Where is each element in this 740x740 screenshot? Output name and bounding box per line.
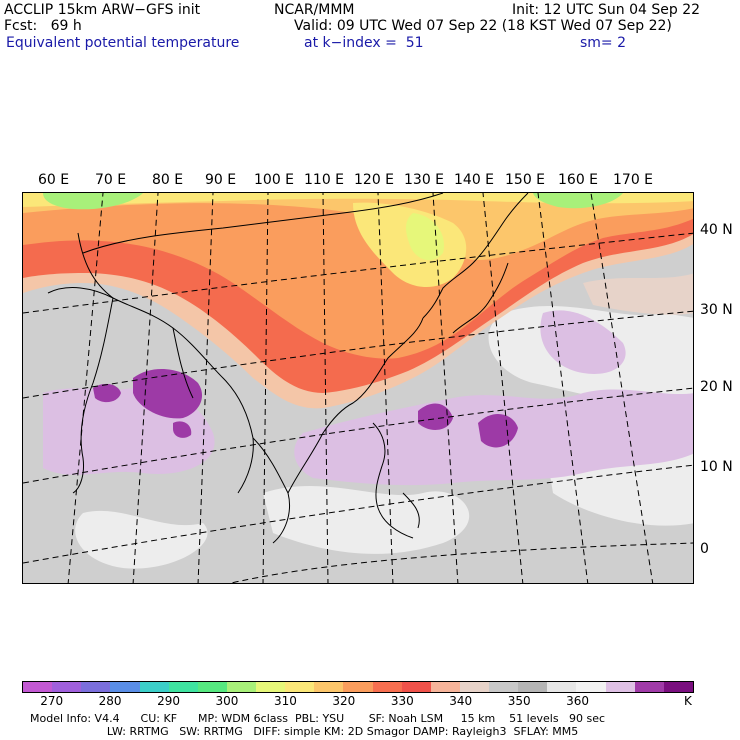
colorbar-swatch [314, 682, 344, 692]
colorbar-swatch [605, 682, 635, 692]
colorbar-tick-label: 330 [390, 694, 414, 708]
colorbar-swatch [23, 682, 53, 692]
lon-label: 170 E [613, 172, 654, 188]
lon-label: 90 E [205, 172, 237, 188]
coastlines [47, 193, 529, 544]
field-name: Equivalent potential temperature [6, 35, 240, 51]
init-time: Init: 12 UTC Sun 04 Sep 22 [512, 2, 701, 18]
theta-e-map [22, 192, 694, 584]
smoothing-info: sm= 2 [580, 35, 627, 51]
colorbar-swatch [285, 682, 315, 692]
lon-label: 100 E [254, 172, 295, 188]
colorbar-swatch [401, 682, 431, 692]
lat-label: 40 N [700, 222, 733, 238]
colorbar-swatch [256, 682, 286, 692]
colorbar-swatch [372, 682, 402, 692]
colorbar-swatch [576, 682, 606, 692]
model-info-line1: Model Info: V4.4 CU: KF MP: WDM 6class P… [30, 712, 606, 725]
lat-label: 10 N [700, 459, 733, 475]
forecast-hour: Fcst: 69 h [4, 18, 82, 34]
lat-label: 20 N [700, 379, 733, 395]
lon-label: 150 E [505, 172, 546, 188]
lon-label: 130 E [404, 172, 445, 188]
colorbar-tick-label: 340 [449, 694, 473, 708]
colorbar-swatch [489, 682, 519, 692]
graticule [23, 193, 693, 583]
colorbar-swatch [518, 682, 548, 692]
colorbar-swatch [139, 682, 169, 692]
colorbar-tick-label: 280 [98, 694, 122, 708]
center-name: NCAR/MMM [274, 2, 355, 18]
map-graphic [23, 193, 693, 583]
lon-label: 120 E [354, 172, 395, 188]
colorbar-swatch [52, 682, 82, 692]
colorbar-tick-label: 290 [157, 694, 180, 708]
lon-label: 160 E [558, 172, 599, 188]
colorbar-swatch [547, 682, 577, 692]
colorbar-swatch [226, 682, 256, 692]
colorbar-swatch [634, 682, 664, 692]
colorbar-tick-label: 360 [566, 694, 590, 708]
dark-purple-areas [93, 368, 518, 448]
warm-band [23, 193, 693, 409]
model-info-line2: LW: RRTMG SW: RRTMG DIFF: simple KM: 2D … [30, 725, 579, 738]
lon-label: 70 E [95, 172, 127, 188]
lon-label: 140 E [454, 172, 495, 188]
colorbar-tick-label: 320 [332, 694, 356, 708]
colorbar-tick-label: 310 [273, 694, 297, 708]
colorbar-swatch [110, 682, 140, 692]
lat-label: 30 N [700, 302, 733, 318]
colorbar-tick-label: 270 [40, 694, 64, 708]
colorbar [22, 681, 694, 693]
colorbar-swatch [459, 682, 489, 692]
colorbar-swatch [81, 682, 111, 692]
lat-label: 0 [700, 541, 709, 557]
level-info: at k−index = 51 [304, 35, 424, 51]
lon-label: 60 E [38, 172, 70, 188]
colorbar-swatch [168, 682, 198, 692]
colorbar-swatch [663, 682, 693, 692]
colorbar-swatch [343, 682, 373, 692]
colorbar-swatch [197, 682, 227, 692]
model-title: ACCLIP 15km ARW−GFS init [4, 2, 201, 18]
colorbar-tick-label: 350 [507, 694, 531, 708]
valid-time: Valid: 09 UTC Wed 07 Sep 22 (18 KST Wed … [294, 18, 672, 34]
colorbar-swatch [430, 682, 460, 692]
colorbar-tick-label: 300 [215, 694, 239, 708]
colorbar-unit: K [684, 694, 692, 708]
lon-label: 110 E [304, 172, 345, 188]
lon-label: 80 E [152, 172, 184, 188]
